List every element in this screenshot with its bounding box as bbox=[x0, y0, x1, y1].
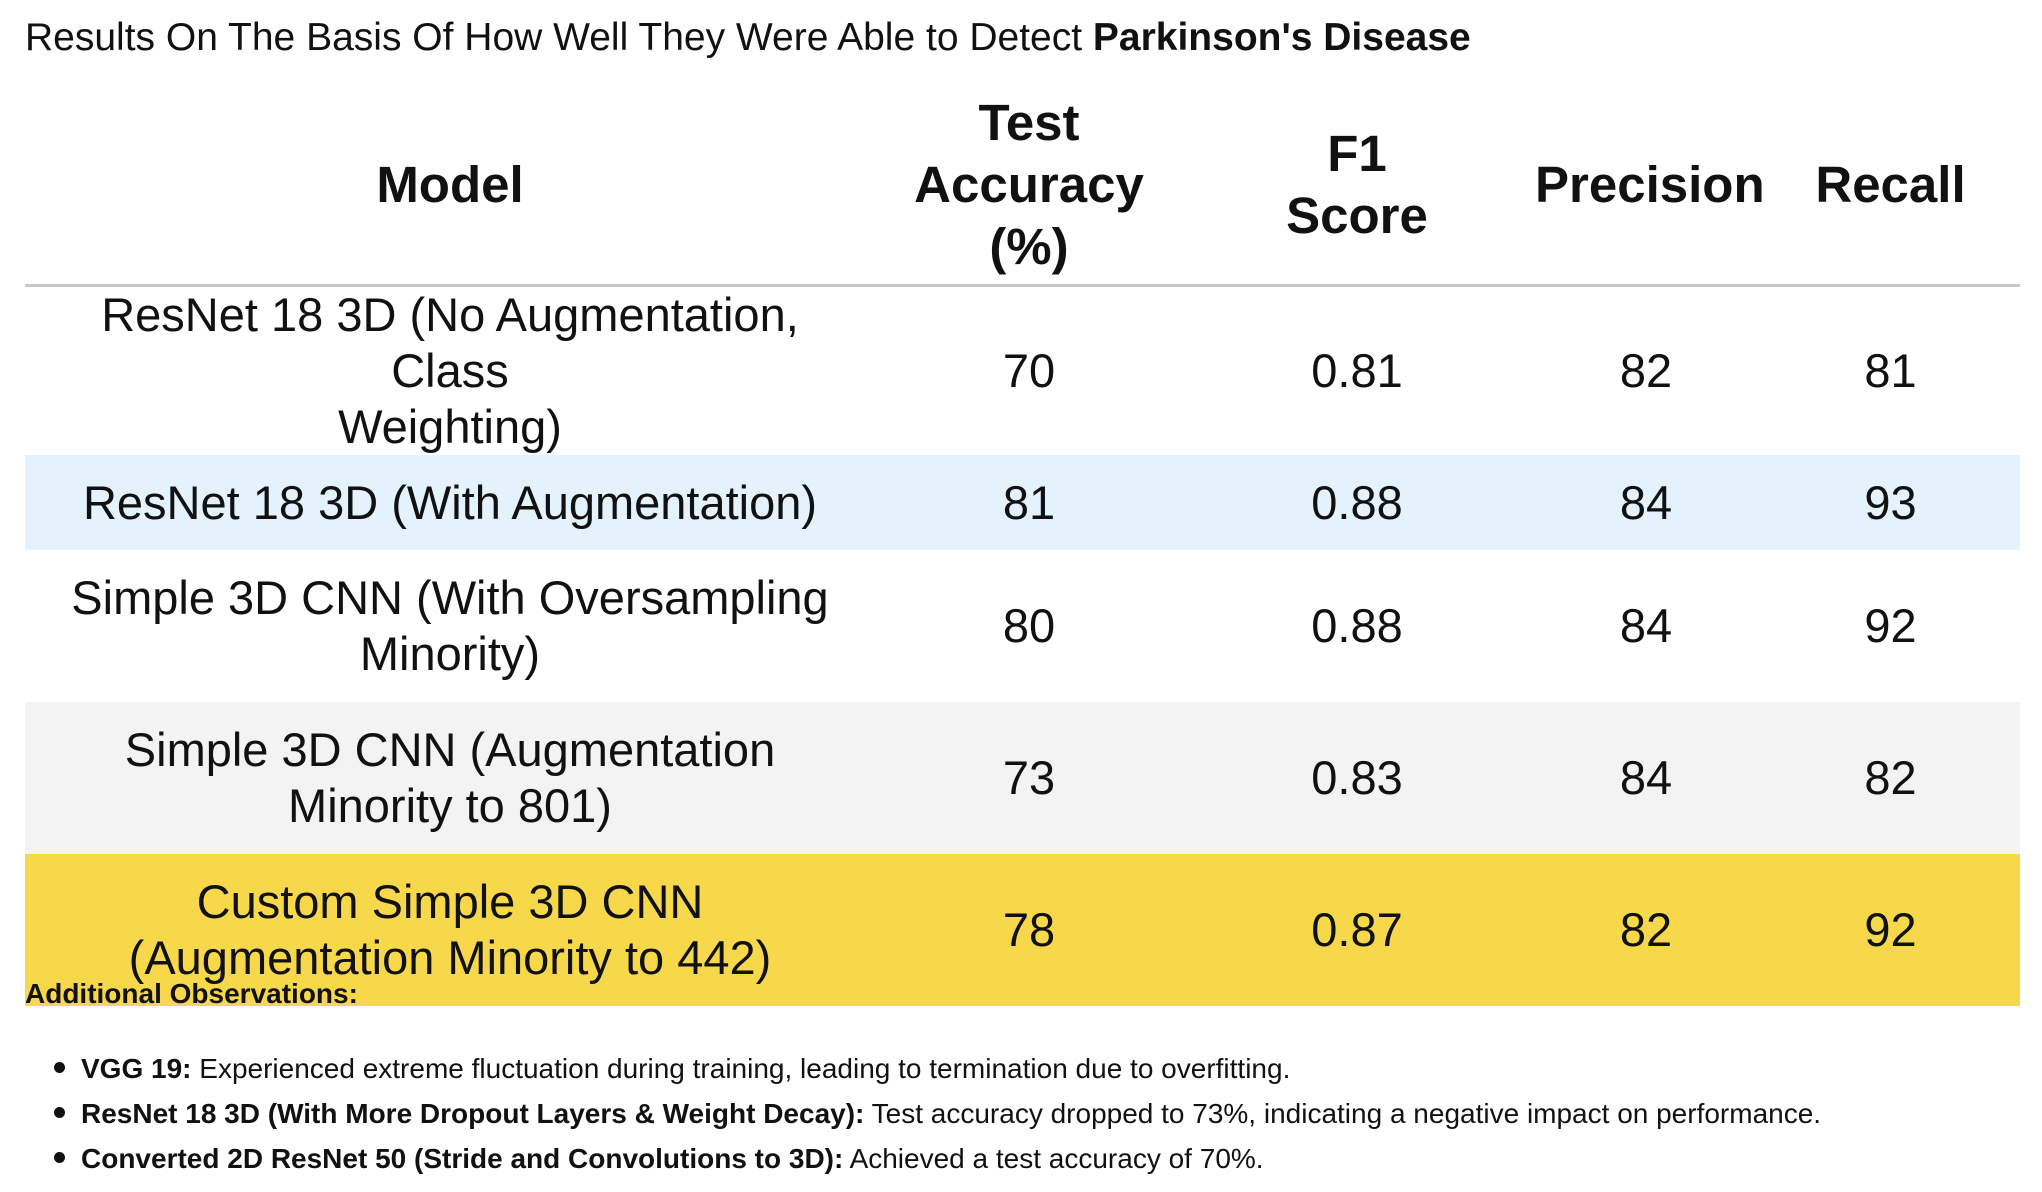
header-precision: Precision bbox=[1531, 92, 1765, 287]
table-body: ResNet 18 3D (No Augmentation, Class Weig… bbox=[25, 285, 2020, 1006]
bullet-icon bbox=[54, 1152, 65, 1163]
recall-cell: 82 bbox=[1761, 702, 2020, 854]
f1-cell: 0.87 bbox=[1183, 854, 1531, 1006]
header-row: Model Test Accuracy (%) F1 Score Precision… bbox=[25, 92, 2020, 287]
observation-label: ResNet 18 3D (With More Dropout Layers &… bbox=[81, 1098, 865, 1129]
model-cell: ResNet 18 3D (No Augmentation, Class Weig… bbox=[25, 285, 875, 455]
title-prefix: Results On The Basis Of How Well They We… bbox=[25, 16, 1093, 59]
observations-list: VGG 19: Experienced extreme fluctuation … bbox=[25, 1046, 1821, 1181]
header-model: Model bbox=[25, 92, 875, 287]
page-title: Results On The Basis Of How Well They We… bbox=[25, 14, 1471, 62]
recall-cell: 81 bbox=[1761, 285, 2020, 455]
table-row: Simple 3D CNN (Augmentation Minority to 8… bbox=[25, 702, 2020, 854]
header-test-accuracy: Test Accuracy (%) bbox=[875, 92, 1183, 287]
accuracy-cell: 80 bbox=[875, 550, 1183, 702]
f1-cell: 0.88 bbox=[1183, 550, 1531, 702]
title-emphasis: Parkinson's Disease bbox=[1092, 16, 1471, 59]
table-row: ResNet 18 3D (No Augmentation, Class Weig… bbox=[25, 285, 2020, 455]
observation-text: Achieved a test accuracy of 70%. bbox=[843, 1143, 1264, 1174]
results-table: Model Test Accuracy (%) F1 Score Precision… bbox=[25, 92, 2020, 1006]
precision-cell: 82 bbox=[1531, 285, 1761, 455]
list-item: VGG 19: Experienced extreme fluctuation … bbox=[25, 1046, 1821, 1091]
f1-cell: 0.88 bbox=[1183, 455, 1531, 550]
accuracy-cell: 73 bbox=[875, 702, 1183, 854]
accuracy-cell: 78 bbox=[875, 854, 1183, 1006]
precision-cell: 84 bbox=[1531, 702, 1761, 854]
model-cell: Simple 3D CNN (With Oversampling Minority… bbox=[25, 550, 875, 702]
table-header: Model Test Accuracy (%) F1 Score Precision… bbox=[25, 92, 2020, 287]
precision-cell: 84 bbox=[1531, 550, 1761, 702]
observation-text: Test accuracy dropped to 73%, indicating… bbox=[864, 1098, 1822, 1129]
recall-cell: 92 bbox=[1761, 550, 2020, 702]
bullet-icon bbox=[54, 1062, 65, 1073]
model-cell: Simple 3D CNN (Augmentation Minority to 8… bbox=[25, 702, 875, 854]
observation-text: Experienced extreme fluctuation during t… bbox=[191, 1053, 1291, 1084]
list-item: ResNet 18 3D (With More Dropout Layers &… bbox=[25, 1091, 1821, 1136]
observations-heading: Additional Observations: bbox=[25, 978, 358, 1009]
header-recall: Recall bbox=[1761, 92, 2020, 287]
accuracy-cell: 81 bbox=[875, 455, 1183, 550]
table-row: ResNet 18 3D (With Augmentation) 81 0.88… bbox=[25, 455, 2020, 550]
header-f1-score: F1 Score bbox=[1183, 92, 1531, 287]
observation-label: Converted 2D ResNet 50 (Stride and Convo… bbox=[81, 1143, 844, 1174]
f1-cell: 0.83 bbox=[1183, 702, 1531, 854]
bullet-icon bbox=[54, 1107, 65, 1118]
model-cell: ResNet 18 3D (With Augmentation) bbox=[25, 455, 875, 550]
table-row: Simple 3D CNN (With Oversampling Minority… bbox=[25, 550, 2020, 702]
observation-label: VGG 19: bbox=[81, 1053, 192, 1084]
model-cell: Custom Simple 3D CNN (Augmentation Minori… bbox=[25, 854, 875, 1006]
recall-cell: 93 bbox=[1761, 455, 2020, 550]
precision-cell: 84 bbox=[1531, 455, 1761, 550]
list-item: Converted 2D ResNet 50 (Stride and Convo… bbox=[25, 1136, 1821, 1181]
table-row-highlighted: Custom Simple 3D CNN (Augmentation Minori… bbox=[25, 854, 2020, 1006]
precision-cell: 82 bbox=[1531, 854, 1761, 1006]
recall-cell: 92 bbox=[1761, 854, 2020, 1006]
f1-cell: 0.81 bbox=[1183, 285, 1531, 455]
accuracy-cell: 70 bbox=[875, 285, 1183, 455]
